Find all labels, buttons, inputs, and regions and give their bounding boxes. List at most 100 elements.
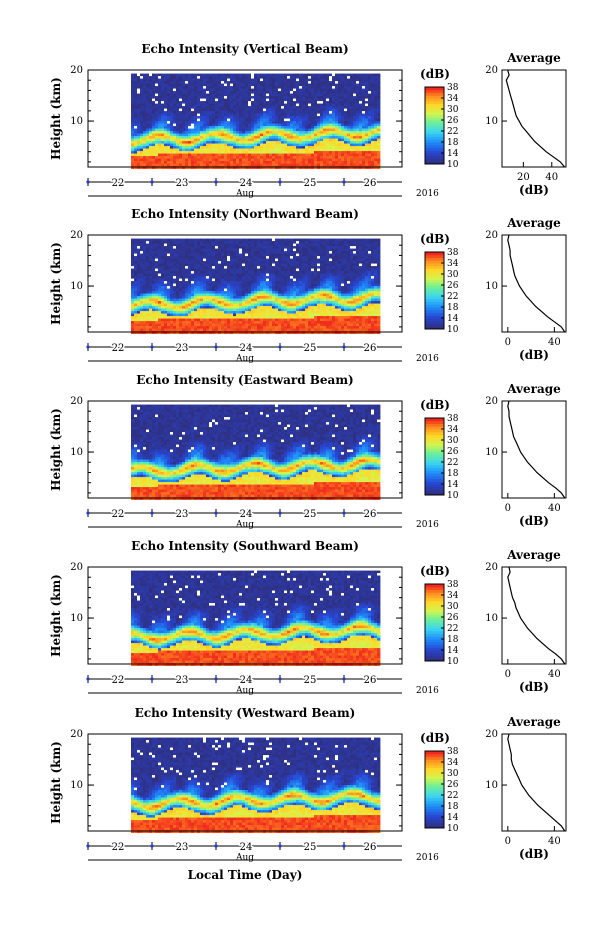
heatmap-cell: [320, 126, 324, 129]
heatmap-cell: [242, 261, 246, 264]
heatmap-cell: [227, 283, 231, 287]
colorbar-tick-label: 34: [447, 94, 459, 104]
heatmap-cell: [305, 133, 309, 137]
heatmap-cell: [317, 146, 321, 149]
heatmap-cell: [164, 243, 168, 247]
heatmap-cell: [242, 311, 246, 314]
heatmap-cell: [344, 123, 348, 127]
heatmap-cell: [173, 311, 177, 314]
heatmap-cell: [266, 153, 270, 157]
heatmap-cell: [158, 286, 162, 289]
heatmap-cell: [230, 321, 234, 324]
heatmap-cell: [239, 311, 243, 314]
heatmap-cell: [209, 298, 213, 302]
heatmap-cell: [356, 163, 360, 167]
heatmap-cell: [134, 303, 138, 307]
heatmap-cell: [194, 256, 198, 259]
heatmap-cell: [224, 326, 228, 329]
heatmap-cell: [236, 248, 240, 252]
heatmap-cell: [221, 123, 225, 127]
heatmap-cell: [173, 153, 177, 157]
heatmap-cell: [230, 108, 234, 112]
heatmap-cell: [212, 128, 216, 132]
heatmap-cell: [152, 123, 156, 127]
heatmap-cell: [212, 248, 216, 252]
heatmap-cell: [290, 121, 294, 124]
heatmap-cell: [227, 291, 231, 294]
heatmap-cell: [176, 116, 180, 119]
heatmap-cell: [293, 153, 297, 157]
heatmap-cell: [233, 286, 237, 289]
heatmap-cell: [323, 91, 327, 94]
heatmap-cell: [278, 163, 282, 167]
heatmap-cell: [158, 251, 162, 254]
heatmap-cell: [182, 238, 186, 242]
heatmap-cell: [233, 291, 237, 294]
heatmap-cell: [371, 148, 375, 152]
heatmap-cell: [281, 76, 285, 79]
heatmap-cell: [326, 108, 330, 112]
heatmap-cell: [239, 253, 243, 257]
heatmap-cell: [167, 108, 171, 112]
heatmap-cell: [236, 273, 240, 277]
heatmap-cell: [188, 146, 192, 149]
heatmap-cell: [182, 76, 186, 79]
heatmap-cell: [242, 121, 246, 124]
heatmap-cell: [182, 158, 186, 162]
heatmap-cell: [233, 271, 237, 274]
heatmap-cell: [371, 96, 375, 99]
heatmap-cell: [194, 86, 198, 89]
heatmap-cell: [179, 166, 183, 169]
heatmap-cell: [185, 271, 189, 274]
heatmap-cell: [215, 291, 219, 294]
heatmap-cell: [335, 103, 339, 107]
heatmap-cell: [338, 146, 342, 149]
colorbar-swatch: [425, 153, 444, 157]
heatmap-cell: [353, 103, 357, 107]
heatmap-cell: [329, 123, 333, 127]
heatmap-cell: [245, 106, 249, 109]
heatmap-cell: [278, 126, 282, 129]
heatmap-cell: [131, 303, 135, 307]
heatmap-cell: [266, 98, 270, 102]
heatmap-cell: [194, 146, 198, 149]
heatmap-cell: [287, 158, 291, 162]
heatmap-cell: [191, 123, 195, 127]
heatmap-cell: [173, 263, 177, 267]
heatmap-cell: [245, 321, 249, 324]
heatmap-cell: [365, 108, 369, 112]
heatmap-cell: [353, 161, 357, 164]
heatmap-cell: [314, 118, 318, 122]
heatmap-cell: [203, 318, 207, 322]
heatmap-cell: [350, 81, 354, 84]
heatmap-cell: [260, 153, 264, 157]
heatmap-cell: [194, 301, 198, 304]
heatmap-cell: [164, 301, 168, 304]
heatmap-cell: [266, 246, 270, 249]
heatmap-cell: [260, 311, 264, 314]
heatmap-cell: [317, 81, 321, 84]
heatmap-cell: [245, 138, 249, 142]
heatmap-cell: [239, 143, 243, 147]
heatmap-cell: [215, 136, 219, 139]
heatmap-cell: [224, 256, 228, 259]
heatmap-cell: [368, 93, 372, 97]
heatmap-cell: [230, 156, 234, 159]
heatmap-cell: [323, 93, 327, 97]
heatmap-cell: [176, 318, 180, 322]
heatmap-cell: [302, 81, 306, 84]
heatmap-cell: [185, 101, 189, 104]
heatmap-cell: [188, 148, 192, 152]
heatmap-cell: [149, 161, 153, 164]
heatmap-cell: [293, 156, 297, 159]
heatmap-cell: [179, 123, 183, 127]
heatmap-cell: [158, 161, 162, 164]
heatmap-cell: [245, 323, 249, 327]
heatmap-cell: [155, 108, 159, 112]
heatmap-cell: [368, 98, 372, 102]
heatmap-cell: [167, 268, 171, 272]
heatmap-cell: [236, 241, 240, 244]
heatmap-cell: [290, 118, 294, 122]
heatmap-cell: [248, 316, 252, 319]
heatmap-cell: [179, 111, 183, 114]
